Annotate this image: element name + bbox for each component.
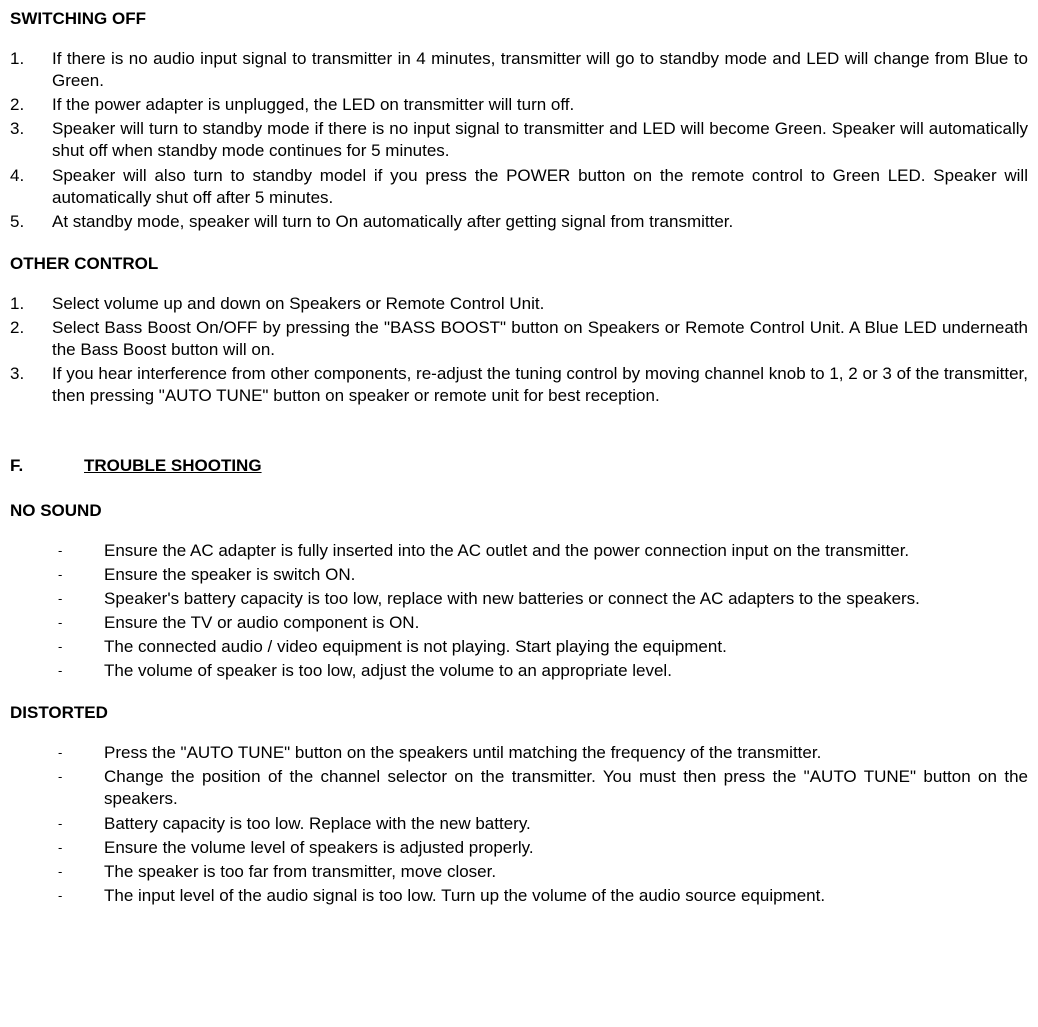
dash-icon: - xyxy=(58,588,104,610)
list-item: - Press the "AUTO TUNE" button on the sp… xyxy=(58,742,1028,764)
dash-icon: - xyxy=(58,540,104,562)
list-item: 1. Select volume up and down on Speakers… xyxy=(10,293,1028,315)
item-number: 3. xyxy=(10,118,52,162)
no-sound-list: - Ensure the AC adapter is fully inserte… xyxy=(58,540,1028,683)
list-item: 2. If the power adapter is unplugged, th… xyxy=(10,94,1028,116)
dash-icon: - xyxy=(58,636,104,658)
other-control-heading: OTHER CONTROL xyxy=(10,253,1028,275)
dash-icon: - xyxy=(58,813,104,835)
dash-icon: - xyxy=(58,837,104,859)
section-title: TROUBLE SHOOTING xyxy=(84,455,262,477)
list-item: 3. Speaker will turn to standby mode if … xyxy=(10,118,1028,162)
item-text: Change the position of the channel selec… xyxy=(104,766,1028,810)
item-text: Ensure the volume level of speakers is a… xyxy=(104,837,1028,859)
item-text: At standby mode, speaker will turn to On… xyxy=(52,211,1028,233)
dash-icon: - xyxy=(58,861,104,883)
list-item: - Speaker's battery capacity is too low,… xyxy=(58,588,1028,610)
troubleshooting-section-heading: F. TROUBLE SHOOTING xyxy=(10,455,1028,477)
item-text: Ensure the TV or audio component is ON. xyxy=(104,612,1028,634)
item-number: 5. xyxy=(10,211,52,233)
item-text: Ensure the speaker is switch ON. xyxy=(104,564,1028,586)
item-number: 2. xyxy=(10,94,52,116)
item-text: Ensure the AC adapter is fully inserted … xyxy=(104,540,1028,562)
list-item: - Ensure the TV or audio component is ON… xyxy=(58,612,1028,634)
item-text: If there is no audio input signal to tra… xyxy=(52,48,1028,92)
distorted-list: - Press the "AUTO TUNE" button on the sp… xyxy=(58,742,1028,907)
item-text: Battery capacity is too low. Replace wit… xyxy=(104,813,1028,835)
item-text: If the power adapter is unplugged, the L… xyxy=(52,94,1028,116)
item-text: Speaker will turn to standby mode if the… xyxy=(52,118,1028,162)
dash-icon: - xyxy=(58,564,104,586)
list-item: - Ensure the speaker is switch ON. xyxy=(58,564,1028,586)
list-item: - Ensure the AC adapter is fully inserte… xyxy=(58,540,1028,562)
item-text: Press the "AUTO TUNE" button on the spea… xyxy=(104,742,1028,764)
item-number: 3. xyxy=(10,363,52,407)
switching-off-list: 1. If there is no audio input signal to … xyxy=(10,48,1028,233)
list-item: - Battery capacity is too low. Replace w… xyxy=(58,813,1028,835)
no-sound-heading: NO SOUND xyxy=(10,500,1028,522)
item-text: The volume of speaker is too low, adjust… xyxy=(104,660,1028,682)
list-item: 3. If you hear interference from other c… xyxy=(10,363,1028,407)
dash-icon: - xyxy=(58,612,104,634)
list-item: - Ensure the volume level of speakers is… xyxy=(58,837,1028,859)
section-letter: F. xyxy=(10,455,84,477)
list-item: 4. Speaker will also turn to standby mod… xyxy=(10,165,1028,209)
item-number: 1. xyxy=(10,48,52,92)
item-text: Select Bass Boost On/OFF by pressing the… xyxy=(52,317,1028,361)
dash-icon: - xyxy=(58,766,104,810)
item-text: Speaker's battery capacity is too low, r… xyxy=(104,588,1028,610)
item-text: If you hear interference from other comp… xyxy=(52,363,1028,407)
dash-icon: - xyxy=(58,885,104,907)
list-item: - The input level of the audio signal is… xyxy=(58,885,1028,907)
switching-off-heading: SWITCHING OFF xyxy=(10,8,1028,30)
list-item: 5. At standby mode, speaker will turn to… xyxy=(10,211,1028,233)
other-control-list: 1. Select volume up and down on Speakers… xyxy=(10,293,1028,407)
item-text: The input level of the audio signal is t… xyxy=(104,885,1028,907)
list-item: - The connected audio / video equipment … xyxy=(58,636,1028,658)
distorted-heading: DISTORTED xyxy=(10,702,1028,724)
item-number: 2. xyxy=(10,317,52,361)
list-item: - The volume of speaker is too low, adju… xyxy=(58,660,1028,682)
item-text: Select volume up and down on Speakers or… xyxy=(52,293,1028,315)
list-item: - The speaker is too far from transmitte… xyxy=(58,861,1028,883)
item-number: 4. xyxy=(10,165,52,209)
item-number: 1. xyxy=(10,293,52,315)
item-text: Speaker will also turn to standby model … xyxy=(52,165,1028,209)
list-item: 1. If there is no audio input signal to … xyxy=(10,48,1028,92)
dash-icon: - xyxy=(58,742,104,764)
dash-icon: - xyxy=(58,660,104,682)
list-item: - Change the position of the channel sel… xyxy=(58,766,1028,810)
list-item: 2. Select Bass Boost On/OFF by pressing … xyxy=(10,317,1028,361)
item-text: The speaker is too far from transmitter,… xyxy=(104,861,1028,883)
item-text: The connected audio / video equipment is… xyxy=(104,636,1028,658)
